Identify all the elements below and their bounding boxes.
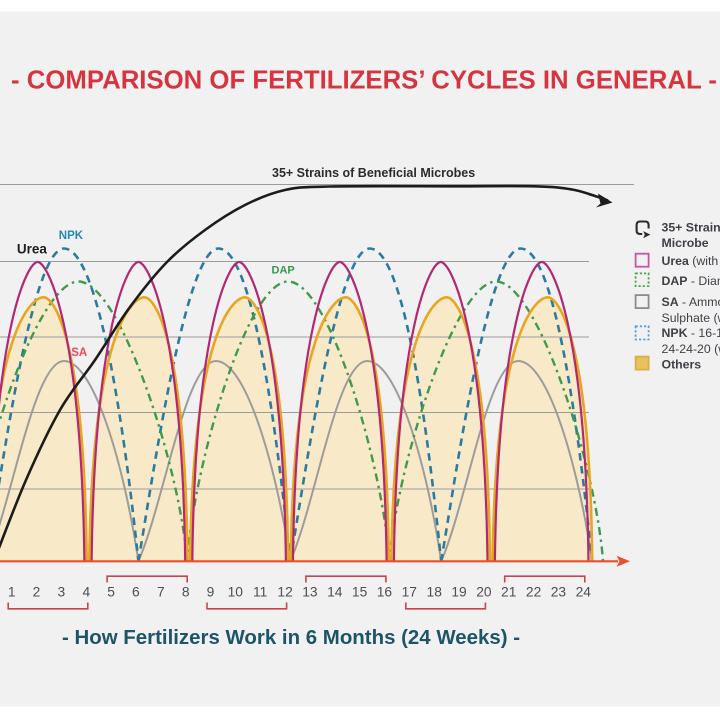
svg-text:13: 13	[302, 585, 318, 600]
svg-text:35+ Strains of Beneficial Micr: 35+ Strains of Beneficial Microbes	[272, 166, 475, 180]
svg-text:17: 17	[402, 585, 417, 600]
svg-text:9: 9	[207, 585, 215, 600]
svg-text:12: 12	[277, 585, 292, 600]
svg-text:2: 2	[33, 585, 41, 600]
svg-text:Sulphate (with: Sulphate (with	[662, 311, 720, 325]
svg-text:Urea: Urea	[17, 242, 48, 257]
svg-text:- COMPARISON OF FERTILIZERS’ C: - COMPARISON OF FERTILIZERS’ CYCLES IN G…	[11, 65, 717, 95]
svg-text:24: 24	[576, 585, 592, 600]
svg-text:DAP: DAP	[272, 265, 295, 277]
svg-text:NPK - 16-16-16: NPK - 16-16-16	[662, 326, 720, 340]
svg-text:14: 14	[327, 585, 343, 600]
svg-text:35+ Strains of: 35+ Strains of	[662, 221, 720, 235]
svg-text:15: 15	[352, 585, 368, 600]
svg-text:NPK: NPK	[59, 230, 84, 242]
svg-text:Urea (with 46: Urea (with 46	[662, 254, 720, 268]
svg-text:4: 4	[82, 585, 90, 600]
svg-text:3: 3	[58, 585, 66, 600]
svg-text:6: 6	[132, 585, 140, 600]
svg-text:1: 1	[8, 585, 16, 600]
svg-text:20: 20	[476, 585, 492, 600]
svg-text:19: 19	[451, 585, 467, 600]
svg-text:21: 21	[501, 585, 516, 600]
svg-text:23: 23	[551, 585, 567, 600]
svg-text:8: 8	[182, 585, 190, 600]
svg-text:5: 5	[107, 585, 115, 600]
svg-text:- How Fertilizers Work in 6 Mo: - How Fertilizers Work in 6 Months (24 W…	[62, 627, 520, 649]
svg-text:22: 22	[526, 585, 541, 600]
svg-text:18: 18	[427, 585, 443, 600]
svg-text:SA - Ammoniu: SA - Ammoniu	[662, 295, 720, 309]
svg-text:DAP - Diammon: DAP - Diammon	[662, 274, 720, 288]
svg-text:7: 7	[157, 585, 165, 600]
svg-text:SA: SA	[71, 347, 87, 359]
svg-text:16: 16	[377, 585, 393, 600]
svg-text:Microbe: Microbe	[662, 236, 709, 250]
svg-text:11: 11	[253, 585, 267, 600]
svg-text:24-24-20 (with: 24-24-20 (with	[662, 342, 720, 356]
svg-text:Others: Others	[662, 357, 702, 371]
svg-text:10: 10	[228, 585, 244, 600]
